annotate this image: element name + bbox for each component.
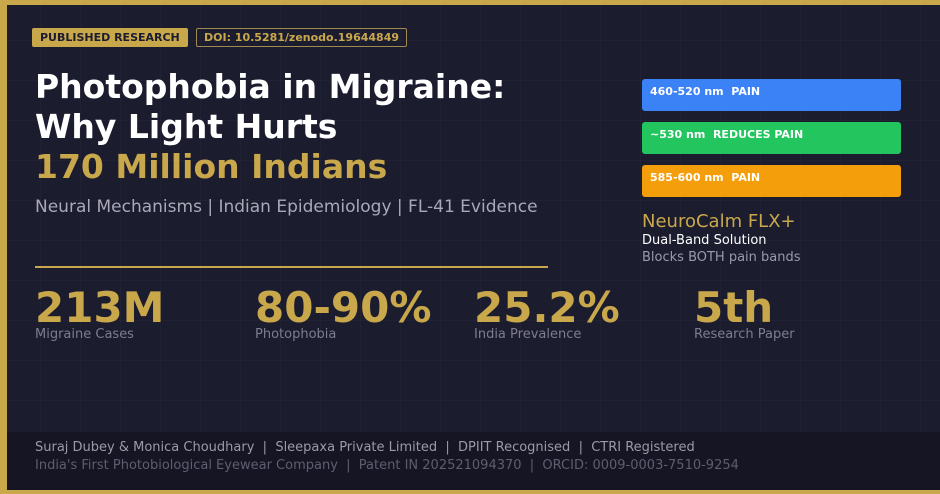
product-note: Blocks BOTH pain bands bbox=[642, 250, 801, 265]
title-line: Why Light Hurts bbox=[35, 107, 338, 146]
footer-line: Suraj Dubey & Monica Choudhary | Sleepax… bbox=[35, 440, 695, 455]
highlight: 170 Million Indians bbox=[35, 147, 388, 186]
left-border bbox=[0, 0, 7, 494]
product-name: NeuroCalm FLX+ bbox=[642, 211, 796, 232]
stat-value: 80-90% bbox=[255, 283, 432, 332]
stat-value: 5th bbox=[694, 283, 774, 332]
stat-value: 213M bbox=[35, 283, 165, 332]
band: ~530 nm REDUCES PAIN bbox=[642, 122, 901, 154]
stat-label: Photophobia bbox=[255, 327, 337, 342]
badge: PUBLISHED RESEARCH bbox=[32, 28, 188, 47]
footer-line: India's First Photobiological Eyewear Co… bbox=[35, 458, 739, 473]
title-line: Photophobia in Migraine: bbox=[35, 67, 506, 106]
divider bbox=[35, 266, 548, 268]
stat-label: Research Paper bbox=[694, 327, 795, 342]
doi-badge: DOI: 10.5281/zenodo.19644849 bbox=[196, 28, 408, 47]
subtitle: Neural Mechanisms | Indian Epidemiology … bbox=[35, 197, 538, 217]
band: 585-600 nm PAIN bbox=[642, 165, 901, 197]
bottom-border bbox=[0, 490, 940, 494]
stat-value: 25.2% bbox=[474, 283, 620, 332]
top-border bbox=[0, 0, 940, 5]
stat-label: Migraine Cases bbox=[35, 327, 134, 342]
stat-label: India Prevalence bbox=[474, 327, 582, 342]
product-tagline: Dual-Band Solution bbox=[642, 233, 767, 248]
band: 460-520 nm PAIN bbox=[642, 79, 901, 111]
footer-panel bbox=[7, 432, 940, 490]
